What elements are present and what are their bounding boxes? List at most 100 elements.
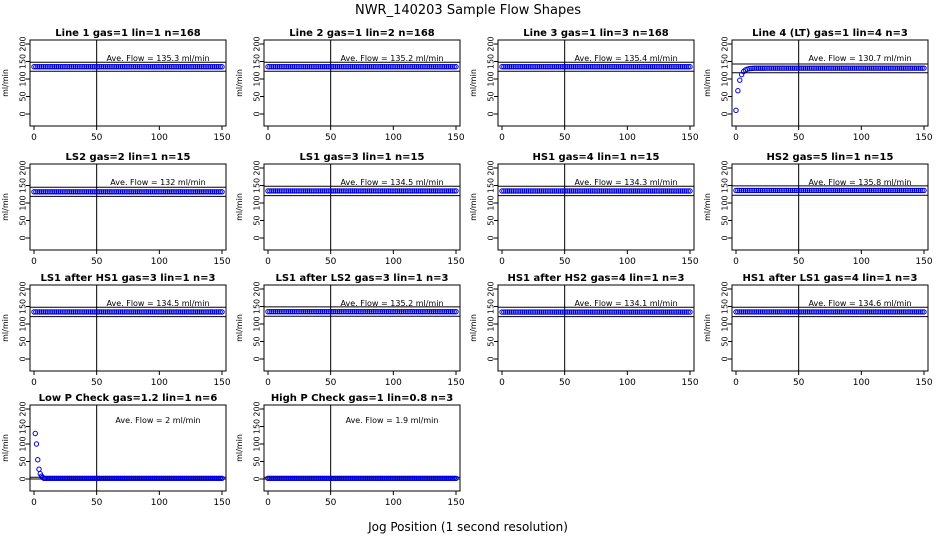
data-point [125, 64, 131, 70]
data-point [393, 64, 399, 70]
data-point [289, 188, 296, 194]
data-point [98, 189, 105, 195]
data-point [67, 475, 73, 481]
data-point [782, 65, 788, 71]
data-point [750, 65, 756, 72]
data-point [737, 187, 743, 194]
data-point [797, 65, 803, 71]
average-flow-annotation: Ave. Flow = 134.5 ml/min [106, 299, 209, 308]
data-point [423, 475, 429, 482]
data-point [378, 188, 384, 194]
data-point [379, 64, 386, 70]
data-point [748, 309, 754, 315]
data-point [267, 475, 273, 482]
panel-title: High P Check gas=1 lin=0.8 n=3 [271, 393, 453, 404]
y-tick-label: 0 [487, 111, 496, 116]
data-point [284, 64, 290, 70]
data-point [272, 308, 279, 315]
data-point [319, 64, 326, 70]
data-point [806, 309, 813, 315]
data-point [445, 308, 452, 315]
data-point [181, 309, 188, 315]
data-point [861, 187, 867, 194]
data-point [334, 308, 341, 315]
data-point [78, 189, 84, 195]
y-tick-label: 50 [487, 91, 496, 101]
data-point [421, 64, 427, 70]
data-point [434, 188, 440, 194]
data-point [100, 475, 107, 481]
data-point [89, 309, 95, 315]
data-point [153, 475, 159, 481]
data-point [644, 64, 650, 70]
data-point [802, 187, 809, 194]
data-point [104, 64, 111, 70]
data-point [676, 64, 682, 70]
data-point [735, 88, 741, 94]
y-tick-label: 150 [721, 299, 730, 314]
data-point [838, 187, 844, 194]
data-point [874, 187, 880, 194]
data-point [134, 309, 141, 315]
data-point [799, 187, 805, 194]
data-point [211, 475, 218, 481]
y-tick-label: 50 [721, 91, 730, 101]
data-point [164, 475, 171, 481]
data-point [814, 65, 820, 71]
data-point [413, 188, 420, 194]
data-point [419, 64, 425, 70]
data-point [840, 309, 846, 315]
data-point [535, 64, 541, 70]
data-point [421, 188, 427, 194]
data-point [417, 475, 423, 482]
data-point [192, 189, 199, 195]
data-point [389, 188, 395, 194]
plot-frame [731, 39, 929, 127]
data-point [572, 309, 579, 315]
data-point [134, 189, 141, 195]
data-point [59, 189, 65, 195]
data-point [825, 65, 831, 71]
data-point [321, 64, 328, 70]
data-point [536, 309, 543, 315]
data-point [144, 309, 150, 315]
data-point [516, 64, 522, 70]
data-point [449, 475, 455, 482]
data-point [670, 64, 676, 70]
x-tick-label: 0 [499, 257, 505, 267]
data-point [651, 188, 657, 194]
data-point [512, 64, 518, 70]
y-tick-label: 100 [253, 436, 262, 451]
data-point [42, 189, 48, 195]
data-point [644, 309, 650, 315]
data-point [68, 64, 75, 70]
data-point [410, 475, 416, 482]
data-point [782, 187, 788, 194]
data-point [763, 65, 769, 71]
data-point [40, 64, 47, 70]
data-point [269, 308, 275, 315]
data-point [606, 309, 612, 315]
data-point [917, 309, 923, 315]
data-point [832, 309, 839, 315]
data-point [453, 475, 459, 482]
data-point [194, 309, 201, 315]
data-point [55, 475, 62, 481]
data-point [112, 309, 118, 315]
x-tick-label: 150 [681, 378, 698, 388]
x-tick-label: 50 [325, 257, 337, 267]
data-point [525, 309, 532, 315]
data-point [891, 187, 897, 194]
data-point [662, 64, 669, 70]
data-point [74, 309, 80, 315]
data-point [285, 475, 292, 482]
data-point [63, 309, 69, 315]
data-point [219, 64, 225, 70]
data-point [97, 475, 103, 481]
data-point [529, 64, 535, 70]
data-point [179, 309, 186, 315]
data-point [514, 309, 520, 315]
data-point [917, 65, 923, 71]
